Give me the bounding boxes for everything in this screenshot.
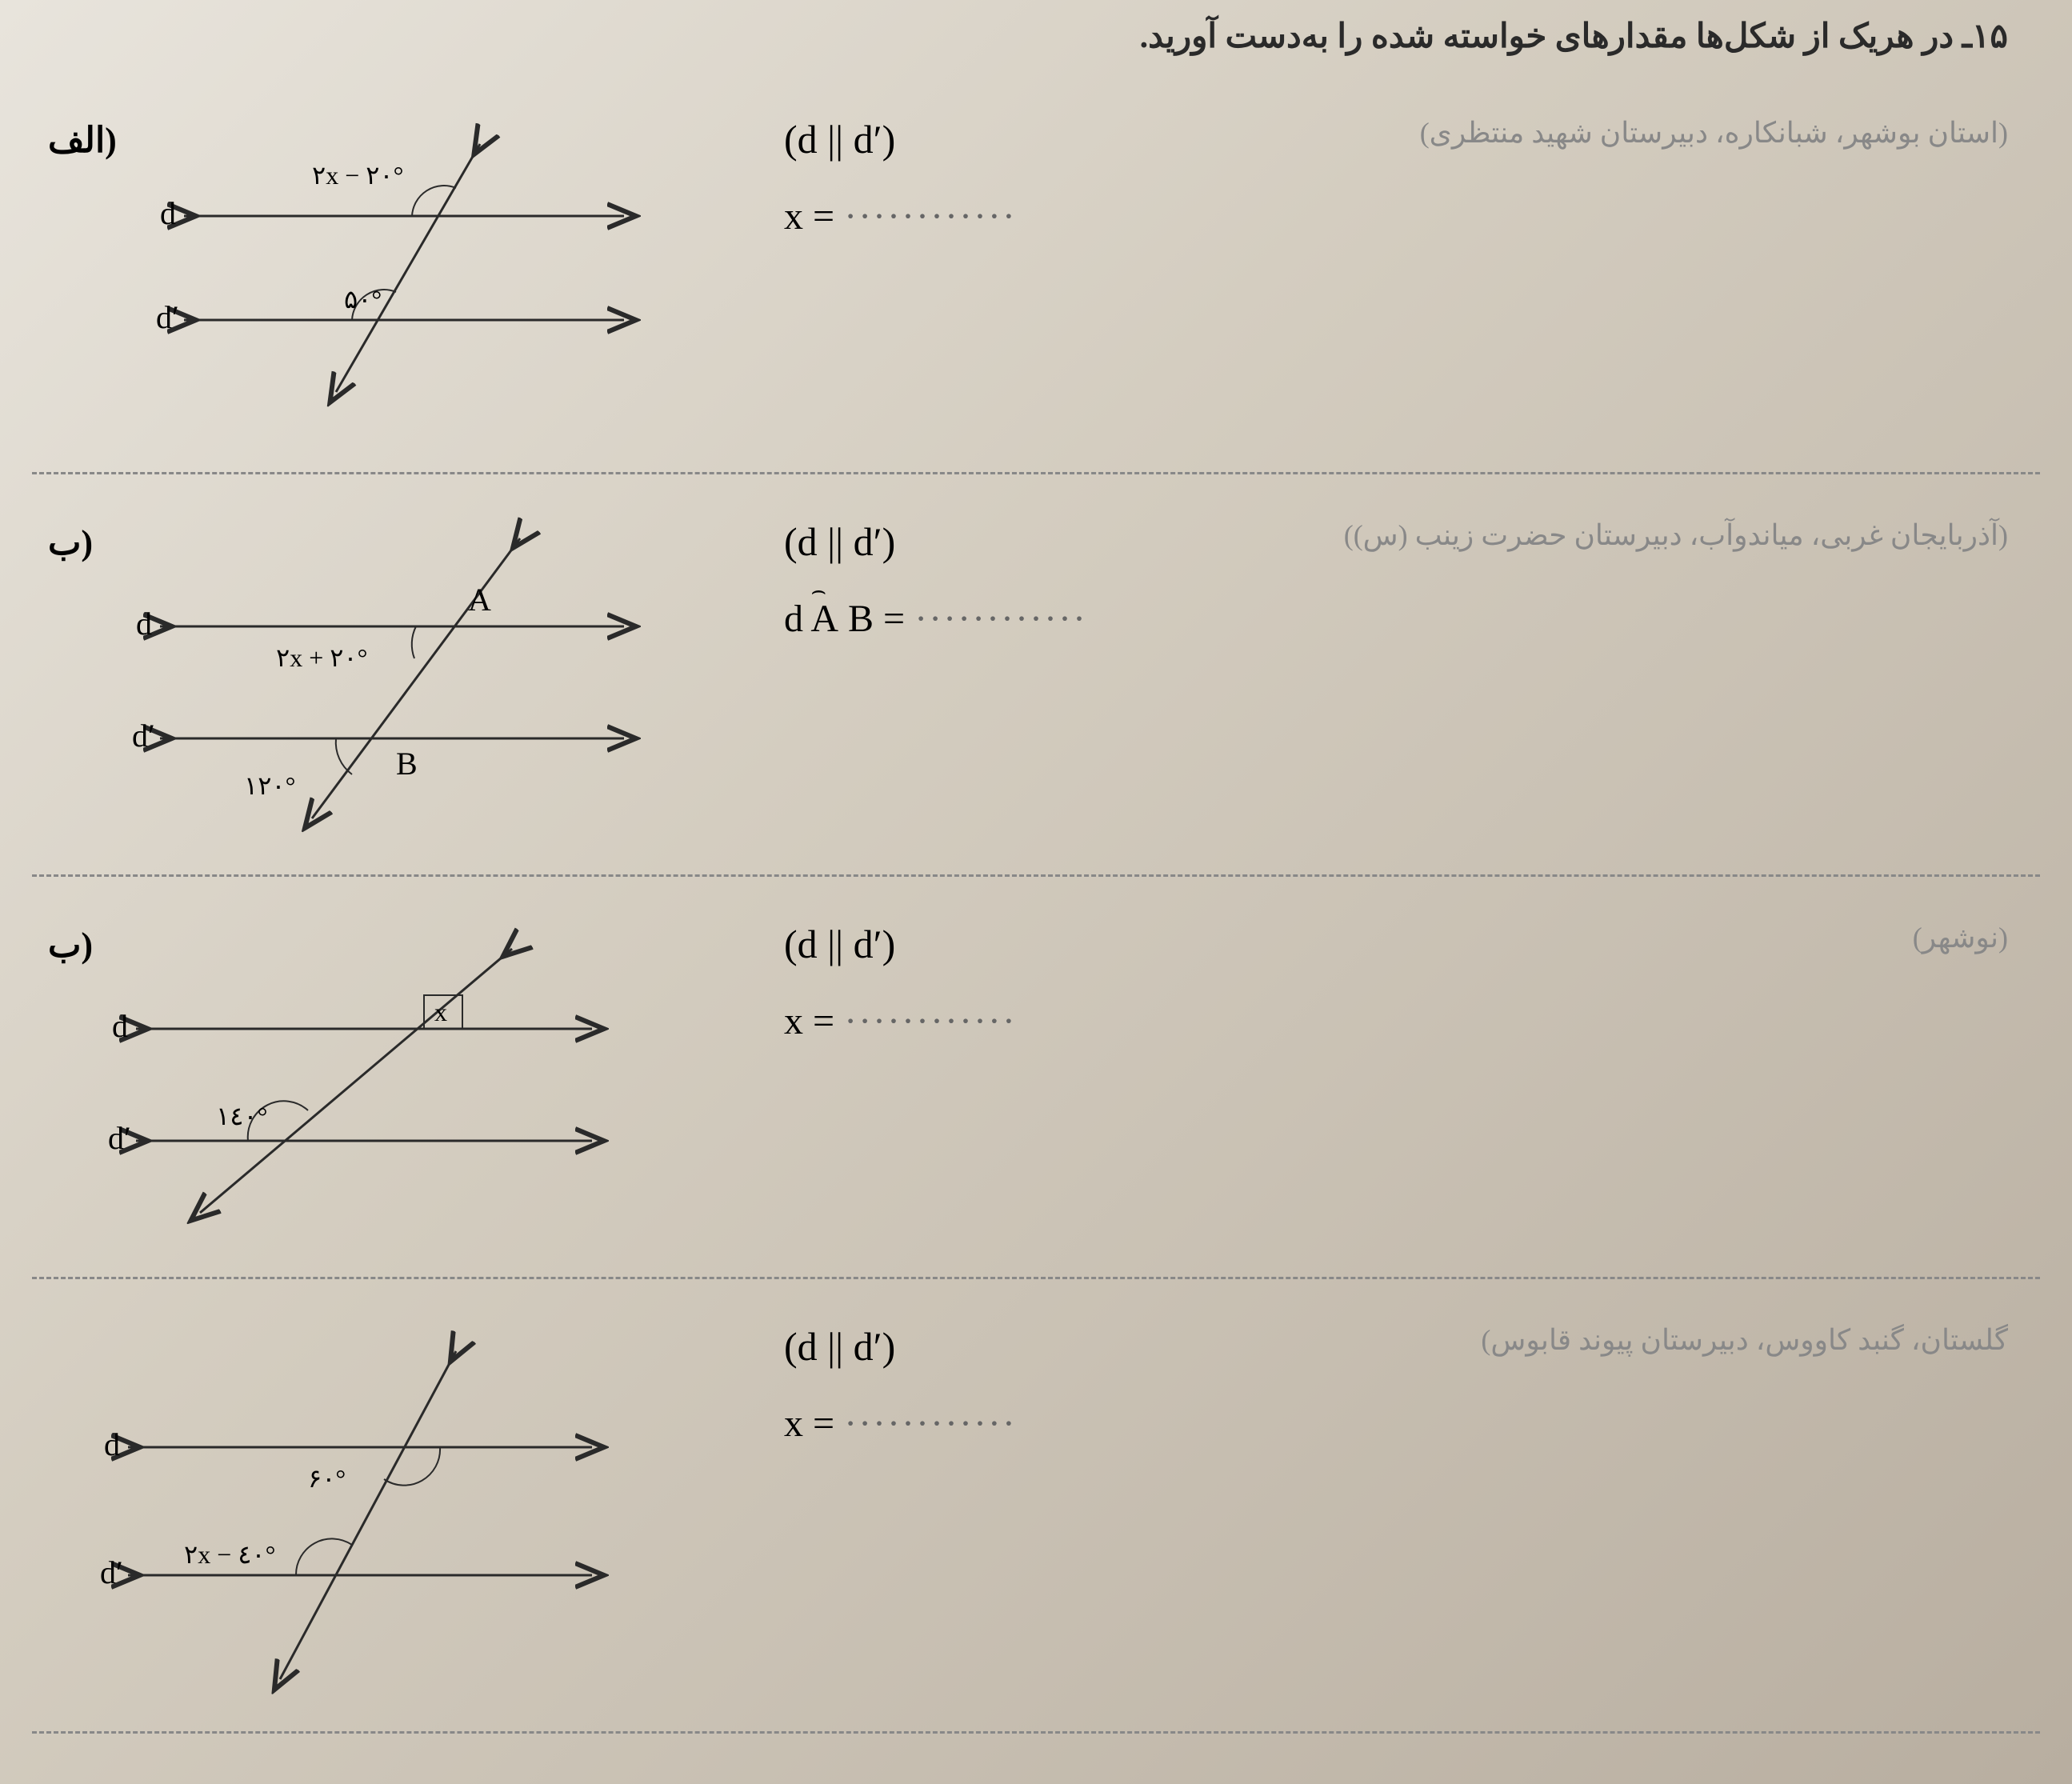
label-3: (ب <box>48 925 93 966</box>
text-4: (d || d′) گلستان، گنبد کاووس، دبیرستان پ… <box>752 1303 2040 1707</box>
divider-3 <box>32 1277 2040 1279</box>
answer-dots: ············ <box>844 1000 1017 1042</box>
diagram-be: (ب d d′ A B ۲x + ۲۰° ۱۲۰° <box>32 498 752 850</box>
question-header: ۱۵ـ در هریک از شکل‌ها مقدارهای خواسته شد… <box>32 16 2040 56</box>
svg-be: d d′ A B ۲x + ۲۰° ۱۲۰° <box>32 498 672 834</box>
problem-4: d d′ ۶۰° ۲x − ٤۰° (d || d′) گلستان، گنبد… <box>32 1287 2040 1723</box>
line-d-label: d <box>104 1426 120 1462</box>
condition-3: (d || d′) <box>784 921 2040 967</box>
diagram-alef: (الف d d′ ۲x − ۲۰° ۵۰° <box>32 96 752 448</box>
svg-4: d d′ ۶۰° ۲x − ٤۰° <box>32 1303 672 1703</box>
answer-dots: ············ <box>844 1402 1017 1445</box>
diagram-4: d d′ ۶۰° ۲x − ٤۰° <box>32 1303 752 1707</box>
divider-1 <box>32 472 2040 474</box>
source-be: (آذربایجان غربی، میاندوآب، دبیرستان حضرت… <box>1344 518 2008 552</box>
line-dprime-label: d′ <box>100 1554 123 1590</box>
point-a: A <box>468 582 491 618</box>
answer-alef: x = ············ <box>784 194 2040 238</box>
answer-prefix: d A⌢ B = <box>784 598 905 640</box>
angle1-label: ۲x − ۲۰° <box>312 161 403 190</box>
angle1-label: ۶۰° <box>308 1464 346 1493</box>
text-3: (d || d′) (نوشهر) x = ············ <box>752 901 2040 1253</box>
divider-4 <box>32 1731 2040 1734</box>
label-be: (ب <box>48 522 93 563</box>
angle2-label: ۲x − ٤۰° <box>184 1540 275 1569</box>
angle1-label: x <box>434 998 447 1026</box>
question-number: ۱۵ـ <box>1962 18 2008 55</box>
text-be: (d || d′) (آذربایجان غربی، میاندوآب، دبی… <box>752 498 2040 850</box>
answer-4: x = ············ <box>784 1402 2040 1446</box>
line-dprime-label: d′ <box>108 1120 131 1156</box>
angle2-label: ۱٤۰° <box>216 1102 267 1130</box>
source-4: گلستان، گنبد کاووس، دبیرستان پیوند قابوس… <box>1481 1323 2008 1357</box>
line-d-label: d <box>112 1008 128 1044</box>
problem-3: (ب d d′ x ۱٤۰° (d || d′) (نوشهر) x = ···… <box>32 885 2040 1269</box>
angle1-label: ۲x + ۲۰° <box>276 643 367 672</box>
point-b: B <box>396 746 418 782</box>
line-d-label: d <box>160 195 176 231</box>
answer-dots: ············ <box>914 598 1087 640</box>
answer-prefix: x = <box>784 1000 834 1042</box>
answer-prefix: x = <box>784 195 834 238</box>
answer-be: d A⌢ B = ············ <box>784 597 2040 641</box>
text-alef: (d || d′) (استان بوشهر، شبانکاره، دبیرست… <box>752 96 2040 448</box>
svg-3: d d′ x ۱٤۰° <box>32 901 672 1237</box>
label-alef: (الف <box>48 120 117 161</box>
source-alef: (استان بوشهر، شبانکاره، دبیرستان شهید من… <box>1420 116 2008 150</box>
angle2-label: ۱۲۰° <box>244 771 295 800</box>
source-3: (نوشهر) <box>1913 921 2008 954</box>
diagram-3: (ب d d′ x ۱٤۰° <box>32 901 752 1253</box>
question-text: در هریک از شکل‌ها مقدارهای خواسته شده را… <box>1140 18 1954 55</box>
answer-dots: ············ <box>844 195 1017 238</box>
line-dprime-label: d′ <box>156 299 179 335</box>
line-d-label: d <box>136 606 152 642</box>
line-dprime-label: d′ <box>132 718 155 754</box>
problem-alef: (الف d d′ ۲x − ۲۰° ۵۰° (d || d′) (استان <box>32 80 2040 464</box>
divider-2 <box>32 874 2040 877</box>
answer-prefix: x = <box>784 1402 834 1445</box>
svg-alef: d d′ ۲x − ۲۰° ۵۰° <box>32 96 672 416</box>
angle2-label: ۵۰° <box>344 285 382 314</box>
problem-be: (ب d d′ A B ۲x + ۲۰° ۱۲۰° (d || d′) (آذر… <box>32 482 2040 866</box>
answer-3: x = ············ <box>784 999 2040 1043</box>
